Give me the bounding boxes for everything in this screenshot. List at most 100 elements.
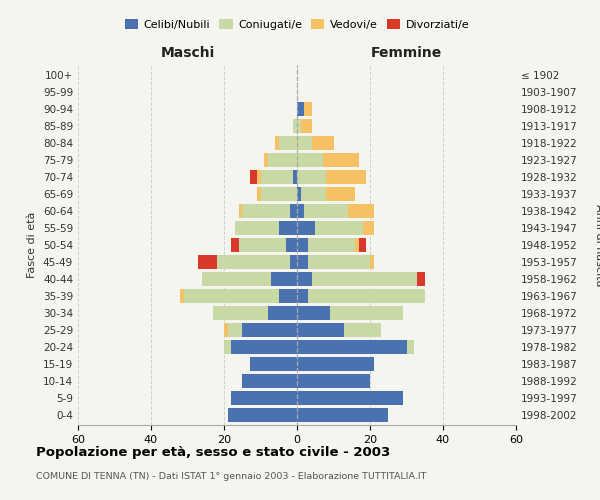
Bar xyxy=(250,170,297,184)
Bar xyxy=(224,340,297,354)
Bar xyxy=(235,221,297,235)
Text: Maschi: Maschi xyxy=(160,46,215,60)
Bar xyxy=(217,255,297,269)
Text: Popolazione per età, sesso e stato civile - 2003: Popolazione per età, sesso e stato civil… xyxy=(36,446,390,459)
Bar xyxy=(290,204,297,218)
Bar xyxy=(326,170,367,184)
Bar xyxy=(232,391,297,405)
Bar xyxy=(344,323,381,337)
Bar xyxy=(268,306,297,320)
Bar xyxy=(297,408,388,422)
Bar xyxy=(242,323,297,337)
Bar xyxy=(242,374,297,388)
Bar xyxy=(326,187,355,201)
Bar xyxy=(275,136,297,150)
Bar xyxy=(227,408,297,422)
Bar xyxy=(235,221,297,235)
Bar xyxy=(297,255,308,269)
Bar xyxy=(199,255,297,269)
Legend: Celibi/Nubili, Coniugati/e, Vedovi/e, Divorziati/e: Celibi/Nubili, Coniugati/e, Vedovi/e, Di… xyxy=(121,15,473,34)
Bar xyxy=(224,340,297,354)
Bar xyxy=(297,119,301,133)
Bar xyxy=(250,357,297,371)
Bar xyxy=(297,136,311,150)
Bar xyxy=(315,221,362,235)
Bar xyxy=(293,119,297,133)
Bar xyxy=(311,272,418,286)
Bar xyxy=(279,289,297,303)
Bar xyxy=(268,153,297,167)
Bar xyxy=(304,102,311,116)
Bar xyxy=(286,238,297,252)
Bar xyxy=(232,391,297,405)
Bar xyxy=(348,204,374,218)
Bar xyxy=(224,340,297,354)
Bar xyxy=(304,204,348,218)
Bar xyxy=(224,323,297,337)
Bar xyxy=(180,289,297,303)
Bar xyxy=(271,272,297,286)
Bar xyxy=(293,119,297,133)
Bar xyxy=(279,136,297,150)
Text: COMUNE DI TENNA (TN) - Dati ISTAT 1° gennaio 2003 - Elaborazione TUTTITALIA.IT: COMUNE DI TENNA (TN) - Dati ISTAT 1° gen… xyxy=(36,472,427,481)
Bar xyxy=(308,238,355,252)
Bar xyxy=(297,357,374,371)
Bar xyxy=(308,289,425,303)
Bar xyxy=(301,119,311,133)
Bar xyxy=(297,323,344,337)
Bar xyxy=(232,391,297,405)
Bar xyxy=(264,153,297,167)
Bar xyxy=(311,136,334,150)
Bar xyxy=(275,136,297,150)
Bar xyxy=(242,374,297,388)
Bar xyxy=(370,255,374,269)
Bar xyxy=(279,221,297,235)
Bar xyxy=(297,153,323,167)
Bar xyxy=(297,204,304,218)
Bar xyxy=(235,221,297,235)
Bar xyxy=(330,306,403,320)
Bar xyxy=(180,289,297,303)
Bar xyxy=(250,357,297,371)
Bar xyxy=(232,340,297,354)
Bar xyxy=(239,204,297,218)
Bar xyxy=(418,272,425,286)
Bar xyxy=(232,238,297,252)
Bar xyxy=(257,187,297,201)
Bar xyxy=(257,170,297,184)
Bar xyxy=(297,272,311,286)
Bar xyxy=(250,357,297,371)
Bar xyxy=(297,170,326,184)
Bar xyxy=(250,357,297,371)
Bar xyxy=(202,272,297,286)
Bar xyxy=(297,391,403,405)
Bar xyxy=(297,374,370,388)
Bar xyxy=(264,153,297,167)
Bar xyxy=(202,272,297,286)
Bar xyxy=(217,255,297,269)
Bar xyxy=(293,119,297,133)
Bar xyxy=(227,408,297,422)
Bar xyxy=(202,272,297,286)
Bar xyxy=(290,255,297,269)
Y-axis label: Anni di nascita: Anni di nascita xyxy=(594,204,600,286)
Bar xyxy=(213,306,297,320)
Bar xyxy=(239,238,297,252)
Bar xyxy=(297,221,315,235)
Bar xyxy=(260,187,297,201)
Bar xyxy=(213,306,297,320)
Text: Femmine: Femmine xyxy=(371,46,442,60)
Bar xyxy=(213,306,297,320)
Y-axis label: Fasce di età: Fasce di età xyxy=(28,212,37,278)
Bar xyxy=(297,289,308,303)
Bar xyxy=(239,238,297,252)
Bar xyxy=(297,187,301,201)
Bar xyxy=(242,374,297,388)
Bar xyxy=(227,408,297,422)
Bar xyxy=(239,204,297,218)
Bar xyxy=(297,102,304,116)
Bar xyxy=(232,391,297,405)
Bar xyxy=(362,221,374,235)
Bar xyxy=(227,323,297,337)
Bar xyxy=(297,306,330,320)
